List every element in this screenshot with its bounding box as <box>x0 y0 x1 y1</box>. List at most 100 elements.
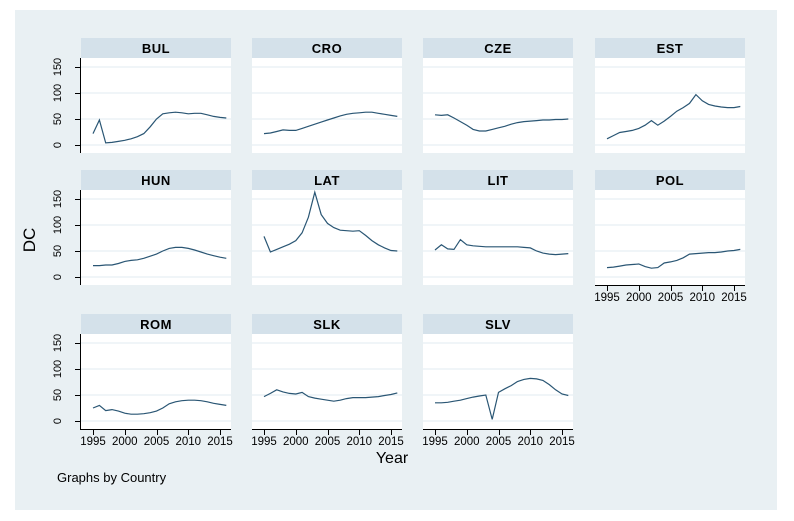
line-chart-slv <box>423 334 573 429</box>
facet-panel-slv: SLV <box>423 314 573 429</box>
x-axis-line <box>252 429 402 430</box>
x-tick-mark <box>530 430 532 435</box>
x-tick-label: 1995 <box>594 292 620 304</box>
facet-panel-lat: LAT <box>252 170 402 285</box>
panel-title-bul: BUL <box>81 38 231 58</box>
x-tick-mark <box>295 430 297 435</box>
y-tick-mark <box>75 421 81 422</box>
y-tick-mark <box>75 277 81 278</box>
x-tick-mark <box>188 430 190 435</box>
facet-panel-cze: CZE <box>423 38 573 153</box>
line-chart-bul <box>81 58 231 153</box>
panel-title-rom: ROM <box>81 314 231 334</box>
x-tick-mark <box>124 430 126 435</box>
y-tick-label: 150 <box>52 57 64 77</box>
facet-panel-cro: CRO <box>252 38 402 153</box>
x-tick-label: 2010 <box>175 436 202 448</box>
data-series-lat <box>263 190 398 253</box>
data-series-pol <box>606 248 741 269</box>
x-tick-mark <box>562 430 563 435</box>
data-series-hun <box>93 246 227 267</box>
x-tick-mark <box>435 430 436 435</box>
y-tick-label: 50 <box>52 112 64 126</box>
x-axis-title: Year <box>375 450 409 467</box>
y-axis-title: DC <box>20 227 39 253</box>
x-axis-line <box>80 429 231 430</box>
y-tick-mark <box>75 369 81 370</box>
y-tick-label: 50 <box>52 388 64 402</box>
x-tick-mark <box>156 430 158 435</box>
x-tick-mark <box>734 286 735 291</box>
data-series-cro <box>263 111 398 135</box>
data-series-est <box>606 93 741 140</box>
panel-title-lat: LAT <box>252 170 402 190</box>
x-tick-label: 2005 <box>314 436 341 448</box>
y-tick-label: 0 <box>52 141 64 149</box>
panel-title-cro: CRO <box>252 38 402 58</box>
x-tick-label: 2005 <box>485 436 512 448</box>
x-tick-mark <box>498 430 500 435</box>
data-series-cze <box>434 114 569 132</box>
x-tick-label: 2015 <box>549 436 575 448</box>
x-tick-label: 2000 <box>453 436 480 448</box>
y-tick-label: 100 <box>52 215 64 235</box>
x-tick-label: 2010 <box>689 292 716 304</box>
panel-title-cze: CZE <box>423 38 573 58</box>
line-chart-slk <box>252 334 402 429</box>
x-tick-label: 2000 <box>111 436 138 448</box>
y-tick-label: 50 <box>52 244 64 258</box>
y-tick-mark <box>75 119 81 120</box>
x-tick-mark <box>607 286 608 291</box>
x-tick-label: 2005 <box>143 436 170 448</box>
facet-panel-est: EST <box>595 38 745 153</box>
line-chart-rom <box>81 334 231 429</box>
y-tick-label: 100 <box>52 83 64 103</box>
x-tick-mark <box>702 286 704 291</box>
facet-panel-rom: ROM <box>81 314 231 429</box>
y-tick-mark <box>75 225 81 226</box>
line-chart-cze <box>423 58 573 153</box>
data-series-bul <box>92 111 227 144</box>
facet-panel-hun: HUN <box>81 170 231 285</box>
data-series-lit <box>434 238 569 256</box>
x-tick-label: 1995 <box>422 436 448 448</box>
x-tick-mark <box>359 430 361 435</box>
y-tick-label: 150 <box>52 189 64 209</box>
panel-title-slk: SLK <box>252 314 402 334</box>
x-axis-line <box>595 285 745 286</box>
facet-panel-slk: SLK <box>252 314 402 429</box>
graphs-by-note: Graphs by Country <box>57 470 167 485</box>
x-tick-label: 2010 <box>517 436 544 448</box>
x-tick-mark <box>327 430 329 435</box>
y-tick-mark <box>75 145 81 146</box>
x-tick-mark <box>670 286 672 291</box>
panel-title-est: EST <box>595 38 745 58</box>
facet-panel-pol: POL <box>595 170 745 285</box>
x-tick-label: 2000 <box>625 292 652 304</box>
y-tick-mark <box>75 199 81 200</box>
panel-title-slv: SLV <box>423 314 573 334</box>
x-tick-label: 2010 <box>346 436 373 448</box>
panel-title-hun: HUN <box>81 170 231 190</box>
panel-title-pol: POL <box>595 170 745 190</box>
y-axis-line <box>80 58 81 153</box>
x-tick-label: 2015 <box>721 292 747 304</box>
line-chart-lit <box>423 190 573 285</box>
y-tick-label: 0 <box>52 273 64 281</box>
x-tick-label: 2015 <box>378 436 404 448</box>
data-series-slk <box>263 389 398 402</box>
x-tick-label: 1995 <box>251 436 277 448</box>
x-tick-mark <box>220 430 221 435</box>
y-tick-mark <box>75 251 81 252</box>
x-tick-label: 2005 <box>657 292 684 304</box>
y-tick-label: 150 <box>52 333 64 353</box>
y-tick-label: 100 <box>52 359 64 379</box>
line-chart-hun <box>81 190 231 285</box>
panel-title-lit: LIT <box>423 170 573 190</box>
y-axis-line <box>80 334 81 429</box>
x-tick-label: 2000 <box>282 436 309 448</box>
y-tick-label: 0 <box>52 417 64 425</box>
x-tick-mark <box>391 430 392 435</box>
y-axis-line <box>80 190 81 285</box>
